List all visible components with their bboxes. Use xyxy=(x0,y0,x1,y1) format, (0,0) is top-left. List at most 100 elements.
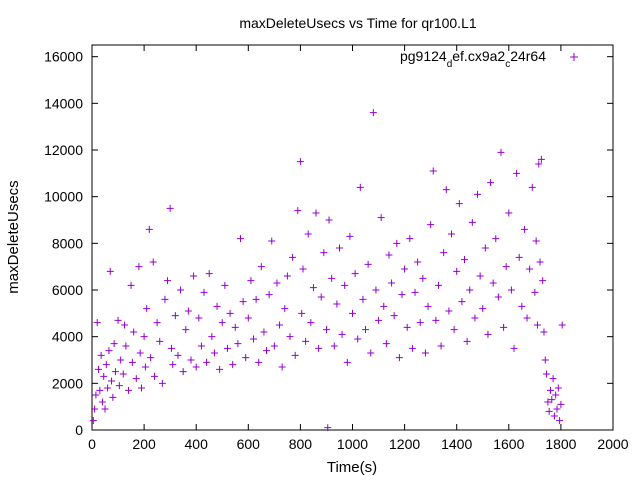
data-point xyxy=(307,319,315,327)
data-point xyxy=(505,209,513,217)
data-point xyxy=(167,344,175,352)
data-point xyxy=(427,221,435,229)
data-point xyxy=(416,319,424,327)
data-point xyxy=(218,319,226,327)
data-point xyxy=(151,372,159,380)
x-tick-label: 1000 xyxy=(337,436,368,452)
data-point xyxy=(537,155,545,163)
data-point xyxy=(549,375,557,383)
data-point xyxy=(390,312,398,320)
data-point xyxy=(105,347,113,355)
x-tick-label: 1200 xyxy=(389,436,420,452)
data-point xyxy=(510,344,518,352)
chart-title: maxDeleteUsecs vs Time for qr100.L1 xyxy=(239,15,477,31)
x-tick-label: 400 xyxy=(185,436,209,452)
data-point xyxy=(205,270,213,278)
data-point xyxy=(231,323,239,331)
data-point xyxy=(260,328,268,336)
y-tick-label: 14000 xyxy=(44,95,83,111)
data-point xyxy=(484,330,492,338)
data-point xyxy=(554,384,562,392)
data-point xyxy=(543,370,551,378)
data-point xyxy=(333,300,341,308)
data-point xyxy=(411,288,419,296)
data-point xyxy=(132,375,140,383)
x-tick-label: 0 xyxy=(88,436,96,452)
data-point xyxy=(177,286,185,294)
x-tick-label: 800 xyxy=(289,436,313,452)
data-point xyxy=(100,372,108,380)
data-point xyxy=(140,333,148,341)
legend-label: pg9124def.cx9a2c24r64 xyxy=(400,48,546,70)
data-point xyxy=(479,305,487,313)
data-point xyxy=(117,356,125,364)
data-point xyxy=(208,333,216,341)
data-point xyxy=(351,270,359,278)
data-point xyxy=(557,400,565,408)
x-tick-label: 1400 xyxy=(441,436,472,452)
data-point xyxy=(500,323,508,331)
data-point xyxy=(474,190,482,198)
data-point xyxy=(502,263,510,271)
data-point xyxy=(419,274,427,282)
data-point xyxy=(98,398,106,406)
data-point xyxy=(362,326,370,334)
y-tick-label: 0 xyxy=(75,422,83,438)
data-point xyxy=(265,291,273,299)
data-point xyxy=(296,158,304,166)
plot-frame xyxy=(91,44,614,431)
data-point xyxy=(226,309,234,317)
data-point xyxy=(468,218,476,226)
y-tick-label: 4000 xyxy=(52,329,83,345)
y-tick-label: 16000 xyxy=(44,49,83,65)
x-tick-label: 600 xyxy=(237,436,261,452)
data-point xyxy=(489,279,497,287)
data-point xyxy=(257,263,265,271)
x-tick-label: 1800 xyxy=(545,436,576,452)
data-point xyxy=(192,363,200,371)
data-point xyxy=(96,386,104,394)
data-point xyxy=(171,312,179,320)
data-point xyxy=(369,109,377,117)
x-tick-label: 1600 xyxy=(493,436,524,452)
data-point xyxy=(268,237,276,245)
data-point xyxy=(349,309,356,317)
data-point xyxy=(532,237,540,245)
data-point xyxy=(552,391,560,399)
data-point xyxy=(122,342,130,350)
data-point xyxy=(109,393,117,401)
data-point xyxy=(377,214,385,222)
y-tick-label: 10000 xyxy=(44,189,83,205)
data-point xyxy=(106,267,114,275)
legend-sub-1: d xyxy=(447,59,453,70)
data-point xyxy=(492,235,500,243)
data-point xyxy=(315,344,323,352)
data-point xyxy=(556,417,564,425)
data-point xyxy=(338,330,346,338)
data-point xyxy=(97,351,105,359)
data-point xyxy=(244,314,252,322)
data-point xyxy=(403,323,411,331)
data-point xyxy=(395,354,403,362)
data-point xyxy=(145,225,153,233)
data-point xyxy=(354,335,362,343)
data-point xyxy=(531,288,539,296)
data-point xyxy=(276,321,284,329)
data-point xyxy=(210,349,218,357)
legend-sub-2: c xyxy=(505,59,510,70)
data-point xyxy=(481,244,489,252)
data-point xyxy=(158,379,166,387)
data-point xyxy=(325,216,333,224)
data-point xyxy=(136,349,144,357)
data-point xyxy=(119,370,127,378)
data-point xyxy=(385,251,393,259)
data-point xyxy=(398,291,406,299)
data-points xyxy=(89,109,566,432)
data-point xyxy=(453,267,461,275)
data-point xyxy=(121,321,129,329)
legend-part-b: ef.cx9a2 xyxy=(452,48,505,64)
data-point xyxy=(294,207,302,215)
data-point xyxy=(92,391,100,399)
data-point xyxy=(263,347,271,355)
data-point xyxy=(156,337,164,345)
